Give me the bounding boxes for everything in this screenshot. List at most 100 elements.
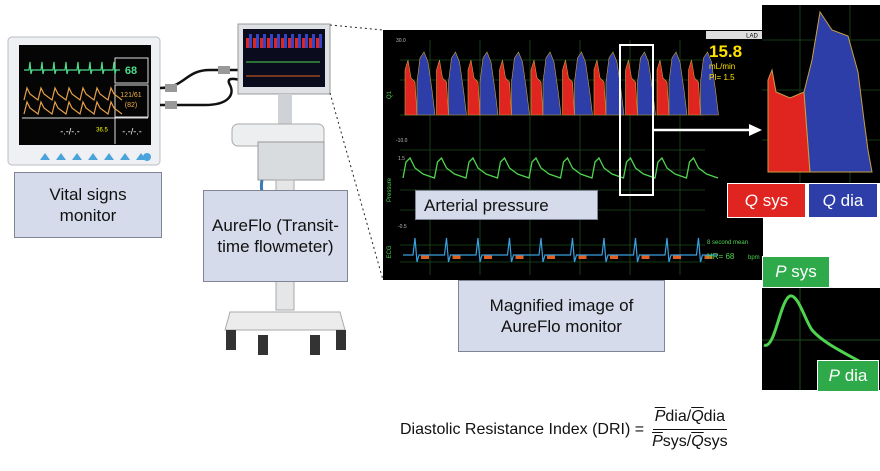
q-sys-area	[767, 68, 811, 173]
flowmeter-unit	[257, 141, 325, 181]
mini-flow	[302, 38, 305, 48]
cable	[160, 77, 241, 107]
zoom-line	[329, 24, 384, 31]
wheel	[310, 335, 320, 355]
scale-label: -10.0	[396, 138, 408, 144]
dia-flow	[511, 51, 530, 116]
mini-flow	[246, 38, 249, 48]
ecg-trace	[24, 61, 120, 75]
ecg-segment	[547, 255, 555, 259]
zoom-line	[329, 92, 384, 281]
dia-flow	[574, 51, 593, 116]
dia-flow	[700, 51, 719, 116]
symbol: Q	[822, 190, 836, 210]
bp-box	[114, 84, 149, 118]
bp-value: 121/61	[120, 92, 142, 99]
arrowhead	[749, 124, 762, 136]
ecg-segment	[610, 255, 618, 259]
formula-lhs: Diastolic Resistance Index (DRI) =	[400, 420, 645, 438]
symbol: Q	[744, 190, 758, 210]
dia-flow	[542, 51, 562, 116]
ecg-segment	[704, 255, 713, 259]
button	[143, 153, 151, 161]
button	[88, 153, 98, 160]
flow-unit: mL/min	[709, 62, 735, 71]
button	[40, 153, 50, 160]
flow-value: 15.8	[709, 42, 742, 61]
mini-flow	[267, 38, 270, 48]
ecg-segment	[641, 255, 650, 259]
mini-flow	[263, 34, 266, 48]
mini-flow	[281, 38, 284, 48]
pi-value: PI= 1.5	[709, 73, 735, 82]
mini-flow	[253, 38, 256, 48]
subscript: sys	[762, 190, 789, 210]
mini-flow	[295, 38, 298, 48]
mini-flow	[319, 34, 322, 48]
mini-flow	[277, 34, 280, 48]
pressure-label: Arterial pressure	[415, 190, 598, 220]
ecg-segment	[578, 255, 587, 259]
p-sys-tag: P sys	[762, 256, 830, 288]
denominator: Psys/Qsys	[650, 430, 730, 451]
scale-label: 30.0	[396, 38, 406, 44]
dri-formula: Diastolic Resistance Index (DRI) = Pdia /…	[400, 408, 730, 451]
symbol: P	[652, 433, 663, 450]
mini-flow	[256, 34, 259, 48]
dia-flow	[448, 51, 467, 116]
symbol: P	[828, 366, 840, 385]
vessel: LAD	[746, 34, 758, 40]
magnified-label: Magnified image of AureFlo monitor	[458, 280, 665, 352]
wheel	[258, 335, 268, 355]
zoom-pressure-trace	[763, 294, 879, 374]
dia-flow	[637, 51, 656, 116]
scale-label: 1.5	[398, 156, 405, 162]
ecg-segment	[484, 255, 492, 259]
dia-flow	[668, 51, 688, 116]
mini-flow	[284, 34, 287, 48]
dash: -.-/-.-	[122, 126, 142, 136]
mini-flow	[274, 38, 277, 48]
channel-label: ECG	[387, 245, 393, 258]
mini-flow	[298, 34, 301, 48]
term: sys	[662, 433, 687, 450]
plug	[165, 84, 177, 92]
term: dia	[703, 408, 726, 425]
hr-unit: bpm	[748, 255, 760, 261]
plug	[165, 101, 177, 109]
button	[120, 153, 130, 160]
mini-flow	[260, 38, 263, 48]
scale-label: -0.5	[398, 224, 407, 230]
p-dia-tag: P dia	[817, 360, 879, 392]
buttons	[40, 153, 151, 161]
ecg-segment	[673, 255, 681, 259]
channel-label: Q1	[387, 90, 393, 99]
vital-label: Vital signs monitor	[14, 172, 162, 238]
mini-flow	[312, 34, 315, 48]
symbol: P	[775, 262, 787, 281]
symbol: Q	[691, 433, 704, 450]
subscript: dia	[844, 366, 868, 385]
wheel	[336, 330, 346, 350]
dash: -.-/-.-	[60, 126, 80, 136]
mini-flow	[291, 34, 294, 48]
cart-base	[224, 311, 346, 331]
hr-value: 68	[125, 65, 137, 77]
mini-flow	[249, 34, 252, 48]
dia-flow	[479, 51, 499, 116]
vessel-header	[706, 31, 762, 39]
separator: /	[686, 408, 692, 425]
flow-trace	[404, 51, 719, 116]
cart-pole	[278, 94, 292, 124]
mini-flow	[270, 34, 273, 48]
bp-trace	[23, 100, 123, 116]
q-dia-area	[803, 10, 873, 173]
ecg-segment	[452, 255, 461, 259]
aureflo-label: AureFlo (Transit-time flowmeter)	[203, 190, 348, 282]
symbol: Q	[691, 408, 704, 425]
mini-wave	[246, 34, 322, 77]
button	[72, 153, 82, 160]
subscript: dia	[840, 190, 864, 210]
